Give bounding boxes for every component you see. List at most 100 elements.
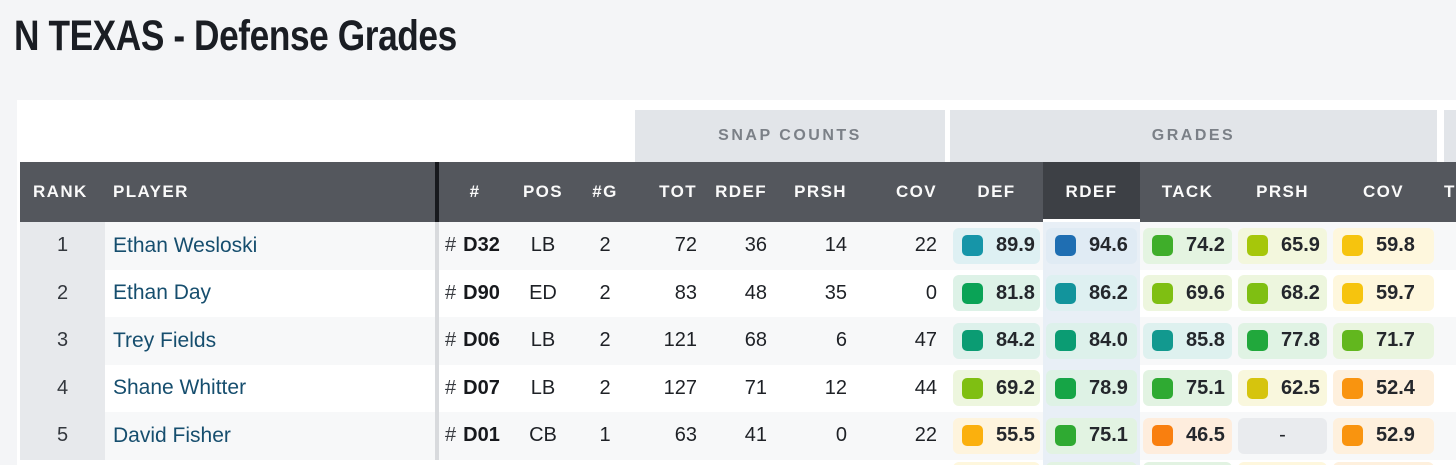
header-rank[interactable]: RANK [33, 182, 88, 201]
grade-pill [953, 461, 1040, 465]
grade-value: 84.2 [996, 329, 1035, 352]
grade-def-cell: 84.2 [950, 317, 1043, 365]
grade-pill: 59.7 [1333, 275, 1434, 312]
grade-pill [1143, 461, 1232, 465]
header-jersey-number[interactable]: # [469, 182, 481, 201]
defense-grades-table: SNAP COUNTS GRADES RANK PLAYER # POS #G … [20, 110, 1456, 465]
header-grade-tack[interactable]: TACK [1161, 182, 1214, 201]
grade-value: 59.7 [1376, 281, 1415, 304]
games-cell: 2 [599, 281, 611, 304]
grade-pill: 52.9 [1333, 417, 1434, 454]
grade-pill: 84.2 [953, 322, 1040, 359]
grade-color-square [962, 377, 983, 399]
jersey-cell: # D01 [439, 412, 511, 460]
grade-prsh-cell: 77.8 [1235, 317, 1330, 365]
grade-tack-cell: 75.1 [1140, 365, 1235, 413]
grade-color-square [1342, 377, 1363, 399]
position-cell: CB [529, 424, 557, 447]
jersey-cell: # D07 [439, 365, 511, 413]
grade-value: 84.0 [1089, 329, 1128, 352]
jersey-number: D07 [463, 376, 500, 399]
snap-rdef-cell: 36 [744, 234, 767, 257]
grade-color-square [962, 425, 983, 447]
grade-pill [1046, 461, 1137, 465]
header-player[interactable]: PLAYER [113, 182, 189, 201]
player-link[interactable]: Ethan Day [113, 281, 212, 305]
grade-tack-cell: 85.8 [1140, 317, 1235, 365]
grade-color-square [1055, 235, 1076, 257]
grade-pill: 77.8 [1238, 322, 1327, 359]
grade-color-square [1342, 282, 1363, 304]
player-link[interactable]: Shane Whitter [113, 376, 247, 400]
grade-next-cell [1444, 412, 1456, 460]
games-cell: 2 [599, 234, 611, 257]
grade-pill: 84.0 [1046, 322, 1137, 359]
grade-rdef-cell [1043, 459, 1140, 465]
grade-color-square [962, 235, 983, 257]
grade-def-cell: 55.5 [950, 412, 1043, 460]
grade-value: 75.1 [1089, 424, 1128, 447]
grade-color-square [1152, 377, 1173, 399]
group-gap [1437, 110, 1444, 162]
header-grade-rdef-selected[interactable]: RDEF [1043, 162, 1140, 222]
grade-value: 52.4 [1376, 376, 1415, 399]
grade-value: 75.1 [1186, 376, 1225, 399]
grade-pill: 55.5 [953, 417, 1040, 454]
group-next-partial [1444, 110, 1456, 162]
grade-pill: - [1238, 417, 1327, 454]
snap-prsh-cell: 12 [824, 376, 847, 399]
header-snap-cov[interactable]: COV [895, 182, 937, 201]
grade-tack-cell: 74.2 [1140, 222, 1235, 270]
player-cell: Trey Fields [105, 317, 435, 365]
grade-cov-cell [1330, 460, 1437, 465]
header-grade-def[interactable]: DEF [977, 182, 1016, 201]
grade-def-cell: 69.2 [950, 365, 1043, 413]
grade-color-square [962, 330, 983, 352]
grade-prsh-cell: 62.5 [1235, 365, 1330, 413]
snap-total-cell: 83 [674, 281, 697, 304]
body-divider [435, 412, 439, 460]
snap-total-cell: 121 [663, 329, 697, 352]
player-link[interactable]: David Fisher [113, 423, 231, 447]
header-snap-prsh[interactable]: PRSH [794, 182, 847, 201]
table-row: 1 Ethan Wesloski # D32 LB 2 72 36 14 22 8… [20, 222, 1456, 270]
grade-value: 81.8 [996, 281, 1035, 304]
grade-cov-cell: 71.7 [1330, 317, 1437, 365]
header-snap-total[interactable]: TOT [659, 182, 697, 201]
grade-def-cell [950, 460, 1043, 465]
grade-tack-cell: 69.6 [1140, 270, 1235, 318]
header-gap [1437, 162, 1444, 222]
snap-total-cell: 127 [663, 376, 697, 399]
grade-rdef-cell: 75.1 [1043, 412, 1140, 460]
grade-pill: 69.6 [1143, 275, 1232, 312]
grade-pill: 94.6 [1046, 227, 1137, 264]
rank-cell: 5 [20, 412, 105, 460]
group-snap-counts-label: SNAP COUNTS [718, 127, 862, 144]
body-divider [435, 364, 439, 412]
snap-rdef-cell: 71 [744, 376, 767, 399]
snap-rdef-cell: 41 [744, 424, 767, 447]
grade-value: 55.5 [996, 424, 1035, 447]
player-link[interactable]: Trey Fields [113, 328, 217, 352]
jersey-number: D01 [463, 424, 500, 447]
grade-pill: 75.1 [1046, 417, 1137, 454]
grade-value: 77.8 [1281, 329, 1320, 352]
player-link[interactable]: Ethan Wesloski [113, 233, 258, 257]
grade-next-cell [1444, 222, 1456, 270]
header-position[interactable]: POS [522, 182, 564, 201]
grade-pill [1333, 461, 1434, 465]
snap-prsh-cell: 14 [824, 234, 847, 257]
rank-cell: 1 [20, 222, 105, 270]
jersey-hash: # [445, 281, 457, 304]
grade-color-square [1152, 282, 1173, 304]
table-row: 5 David Fisher # D01 CB 1 63 41 0 22 55.5… [20, 412, 1456, 460]
grade-value: 65.9 [1281, 234, 1320, 257]
header-snap-rdef[interactable]: RDEF [715, 182, 767, 201]
jersey-hash: # [445, 376, 457, 399]
header-games[interactable]: #G [592, 182, 618, 201]
header-grade-next-partial[interactable]: T [1444, 182, 1456, 201]
header-grade-prsh[interactable]: PRSH [1256, 182, 1309, 201]
group-grades: GRADES [950, 110, 1437, 162]
grade-next-cell [1444, 365, 1456, 413]
header-grade-cov[interactable]: COV [1362, 182, 1405, 201]
